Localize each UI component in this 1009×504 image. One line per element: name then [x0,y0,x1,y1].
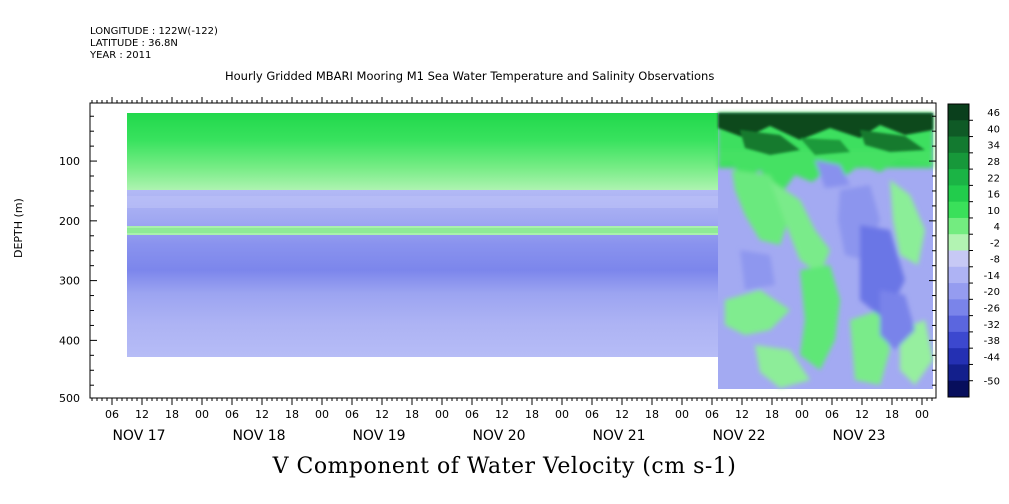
chart-title: Hourly Gridded MBARI Mooring M1 Sea Wate… [225,69,715,83]
x-day-label: NOV 18 [232,428,285,444]
colorbar-label: 40 [987,124,1000,135]
colorbar-swatch [948,331,969,349]
x-hour-label: 06 [825,408,839,421]
colorbar-label: 22 [987,173,1000,184]
colorbar-label: 46 [987,108,1000,119]
x-hour-label: 00 [435,408,449,421]
x-hour-label: 00 [795,408,809,421]
x-hour-label: 06 [225,408,239,421]
colorbar-swatch [948,152,969,170]
x-hour-label: 18 [885,408,899,421]
x-hour-label: 06 [345,408,359,421]
colorbar-label: -50 [984,377,1000,388]
x-hour-labels: 06 12 18 00 06 12 18 00 06 12 18 00 06 12 18 00 06 12 18 00… [105,408,929,421]
colorbar-swatch [948,348,969,365]
colorbar-label: -38 [984,336,1000,347]
year-label: YEAR : 2011 [90,50,152,61]
x-day-label: NOV 23 [832,428,885,444]
x-hour-label: 00 [315,408,329,421]
colorbar-swatch [948,380,969,398]
y-tick-label: 400 [59,334,80,347]
colorbar-label: -14 [984,271,1000,282]
x-hour-label: 12 [735,408,749,421]
colorbar-swatch [948,234,969,251]
x-hour-label: 06 [105,408,119,421]
x-day-label: NOV 20 [472,428,525,444]
x-hour-label: 18 [285,408,299,421]
colorbar-swatch [948,120,969,137]
surface-green-band [127,113,720,190]
y-tick-labels: 100 200 300 400 500 [59,155,80,405]
x-hour-label: 18 [765,408,779,421]
deep-blue-band [127,190,720,357]
colorbar-label: -44 [984,352,1000,363]
colorbar-swatch [948,201,969,219]
colorbar-swatch [948,266,969,284]
colorbar-swatch [948,315,969,333]
x-day-label: NOV 19 [352,428,405,444]
colorbar-label: 28 [987,157,1000,168]
colorbar-label: -8 [990,255,1000,266]
x-hour-label: 12 [495,408,509,421]
x-axis-label: V Component of Water Velocity (cm s-1) [272,454,737,479]
mid-green-stripe-core [127,228,720,233]
x-hour-label: 12 [135,408,149,421]
x-hour-label: 00 [915,408,929,421]
colorbar-label: 4 [994,222,1000,233]
x-day-label: NOV 22 [712,428,765,444]
x-hour-label: 18 [165,408,179,421]
colorbar-swatch [948,104,969,121]
latitude-label: LATITUDE : 36.8N [90,38,178,49]
x-hour-label: 00 [195,408,209,421]
heatmap-field [127,113,933,389]
y-tick-label: 500 [59,392,80,405]
colorbar-swatch [948,299,969,317]
colorbar-label: -20 [984,287,1000,298]
y-tick-label: 200 [59,215,80,228]
colorbar-swatch [948,185,969,203]
colorbar-label: -2 [990,238,1000,249]
colorbar-swatch [948,136,969,154]
y-ticks [90,115,936,386]
colorbar-swatch [948,364,969,382]
colorbar-swatch [948,283,969,300]
longitude-label: LONGITUDE : 122W(-122) [90,26,218,37]
colorbar-label: 10 [987,206,1000,217]
y-tick-label: 300 [59,275,80,288]
colorbar-swatch [948,250,969,268]
x-hour-label: 06 [465,408,479,421]
colorbar-label: -26 [984,303,1000,314]
colorbar-swatch [948,169,969,186]
observed-region [718,113,933,389]
colorbar-label: 34 [987,141,1000,152]
x-hour-label: 06 [705,408,719,421]
colorbar-labels: 46 40 34 28 22 16 10 4 -2 -8 -14 -20 -26 -32 -38 -44 -50 [984,108,1000,388]
x-hour-label: 06 [585,408,599,421]
x-hour-label: 00 [555,408,569,421]
x-hour-label: 12 [375,408,389,421]
x-hour-label: 00 [675,408,689,421]
colorbar [947,103,973,398]
x-day-labels: NOV 17 NOV 18 NOV 19 NOV 20 NOV 21 NOV 22 NOV … [112,428,885,444]
x-major-ticks [111,97,923,405]
y-tick-label: 100 [59,155,80,168]
x-day-label: NOV 17 [112,428,165,444]
colorbar-swatch [948,217,969,235]
x-day-label: NOV 21 [592,428,645,444]
x-hour-label: 12 [255,408,269,421]
x-hour-label: 18 [645,408,659,421]
x-hour-label: 18 [525,408,539,421]
colorbar-label: 16 [987,190,1000,201]
x-hour-label: 12 [615,408,629,421]
x-hour-label: 18 [405,408,419,421]
x-hour-label: 12 [855,408,869,421]
upper-blue-stripe [127,196,720,208]
colorbar-label: -32 [984,320,1000,331]
